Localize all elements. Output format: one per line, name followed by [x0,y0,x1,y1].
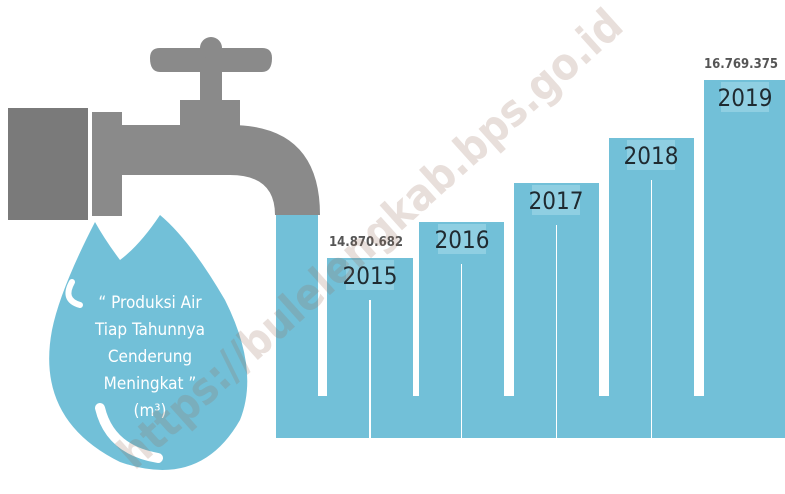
value-label: 16.769.375 [704,57,778,72]
drop-text: Cenderung [108,347,192,367]
drop-text: “ Produksi Air [98,293,202,313]
year-notch [721,82,769,112]
year-label: 2016 [435,226,490,254]
year-notch [438,224,486,254]
water-drop [49,215,248,470]
drop-text: Meningkat ” [104,374,197,394]
year-label: 2015 [343,262,398,290]
faucet [8,37,320,220]
value-label: 14.870.682 [329,235,403,250]
year-label: 2018 [624,142,679,170]
drop-text: Tiap Tahunnya [94,320,205,340]
year-label: 2019 [718,84,773,112]
year-label: 2017 [529,187,584,215]
year-notch [346,260,394,290]
drop-text: (m³) [134,401,167,421]
year-notch [627,140,675,170]
year-notch [532,185,580,215]
